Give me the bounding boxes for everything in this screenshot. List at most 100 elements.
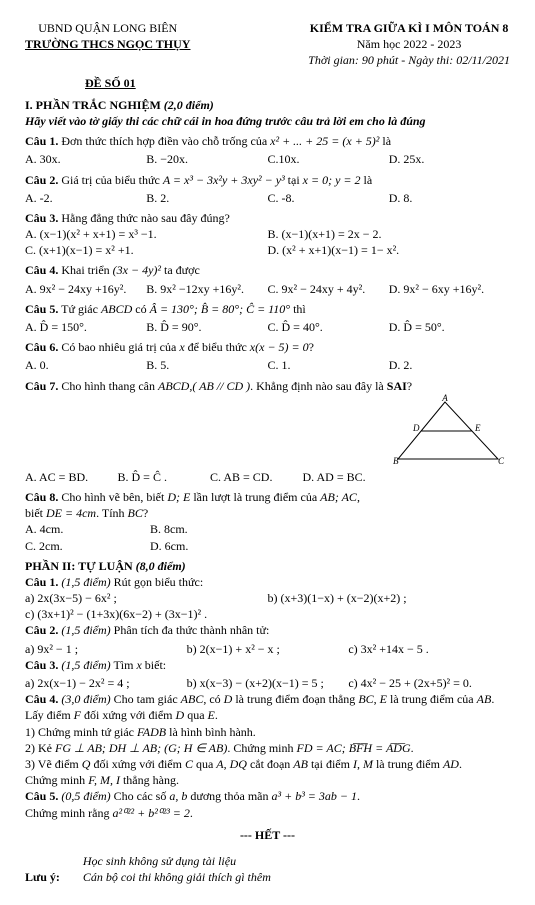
part2-title: PHẦN II: TỰ LUẬN xyxy=(25,559,136,573)
q2-tail: là xyxy=(361,173,373,187)
tl5-l2b: . xyxy=(190,806,193,820)
q3-row1: A. (x−1)(x² + x+1) = x³ −1. B. (x−1)(x+1… xyxy=(25,226,510,242)
ubnd-line: UBND QUẬN LONG BIÊN xyxy=(25,20,190,36)
tl4-p3f: tại điểm xyxy=(308,757,353,771)
q6-tail: ? xyxy=(309,340,314,354)
q2-label: Câu 2. xyxy=(25,173,58,187)
tl4-t2: , có xyxy=(203,692,223,706)
tl5-line2: Chứng minh rằng a²⁰²² + b²⁰²³ = 2. xyxy=(25,805,510,821)
footer-note: Lưu ý: Học sinh không sử dụng tài liệu C… xyxy=(25,853,510,885)
q5-options: A. D̂ = 150°. B. D̂ = 90°. C. D̂ = 40°. … xyxy=(25,319,510,335)
q8-comma: , xyxy=(357,490,360,504)
question-6: Câu 6. Có bao nhiêu giá trị của x để biể… xyxy=(25,339,510,355)
q3-text: Hằng đẳng thức nào sau đây đúng? xyxy=(58,211,229,225)
tl4-dq: DQ xyxy=(230,757,247,771)
q5-opt-b: B. D̂ = 90°. xyxy=(146,319,267,335)
tl-question-1: Câu 1. (1,5 điểm) Rút gọn biểu thức: xyxy=(25,574,510,590)
q1-label: Câu 1. xyxy=(25,134,58,148)
q1-options: A. 30x. B. −20x. C.10x. D. 25x. xyxy=(25,151,510,167)
tl4-p3i: . xyxy=(459,757,462,771)
part1-instruction: Hãy viết vào tờ giấy thi các chữ cái in … xyxy=(25,113,510,129)
tl4-ab2: AB xyxy=(293,757,308,771)
q2-opt-c: C. -8. xyxy=(268,190,389,206)
q8-deval: DE = 4cm xyxy=(46,506,96,520)
question-8: Câu 8. Cho hình vẽ bên, biết D; E lần lư… xyxy=(25,489,395,505)
q7-options: A. AC = BD. B. D̂ = Ĉ . C. AB = CD. D. A… xyxy=(25,469,395,485)
q4-text: Khai triển xyxy=(58,263,112,277)
part1-heading: I. PHẦN TRẮC NGHIỆM (2,0 điểm) xyxy=(25,97,510,113)
part1-points: (2,0 điểm) xyxy=(164,98,214,112)
tl3-label: Câu 3. xyxy=(25,658,58,672)
tl-question-3: Câu 3. (1,5 điểm) Tìm x biết: xyxy=(25,657,510,673)
tl3-pts: (1,5 điểm) xyxy=(58,658,110,672)
q7-opt-d: D. AD = BC. xyxy=(303,469,396,485)
q6-expr: x(x − 5) = 0 xyxy=(250,340,309,354)
q2-options: A. -2. B. 2. C. -8. D. 8. xyxy=(25,190,510,206)
tl-question-5: Câu 5. (0,5 điểm) Cho các số a, b dương … xyxy=(25,788,510,804)
q4-opt-c: C. 9x² − 24xy + 4y². xyxy=(268,281,389,297)
triangle-figure: A B C D E xyxy=(390,394,505,469)
tl2-options: a) 9x² − 1 ; b) 2(x−1) + x² − x ; c) 3x²… xyxy=(25,641,510,657)
tl4-p1b: là hình bình hành. xyxy=(166,725,256,739)
q2-at: tại xyxy=(285,173,303,187)
tl5-label: Câu 5. xyxy=(25,789,58,803)
q4-options: A. 9x² − 24xy +16y². B. 9x² −12xy +16y².… xyxy=(25,281,510,297)
tl4-abc: ABC xyxy=(181,692,204,706)
tl4-bc: BC xyxy=(358,692,373,706)
q7-opt-c: C. AB = CD. xyxy=(210,469,303,485)
tl3-c: c) 4x² − 25 + (2x+5)² = 0. xyxy=(348,675,510,691)
tl3-tail: biết: xyxy=(142,658,166,672)
tl5-dot: . xyxy=(357,789,360,803)
tl1-row1: a) 2x(3x−5) − 6x² ; b) (x+3)(1−x) + (x−2… xyxy=(25,590,510,606)
part2-points: (8,0 điểm) xyxy=(136,559,186,573)
q2-vals: x = 0; y = 2 xyxy=(303,173,361,187)
tl4-f: F xyxy=(74,708,81,722)
tl4-p3b: đối xứng với điểm xyxy=(90,757,185,771)
tl4-label: Câu 4. xyxy=(25,692,58,706)
tl5-mid: dương thỏa mãn xyxy=(187,789,271,803)
q1-opt-b: B. −20x. xyxy=(146,151,267,167)
q1-opt-a: A. 30x. xyxy=(25,151,146,167)
tl4-t3: là trung điểm đoạn thẳng xyxy=(232,692,358,706)
q8-row2: C. 2cm. D. 6cm. xyxy=(25,538,275,554)
question-3: Câu 3. Hằng đẳng thức nào sau đây đúng? xyxy=(25,210,510,226)
q4-expr: (3x − 4y)² xyxy=(113,263,161,277)
q6-text: Có bao nhiêu giá trị của xyxy=(58,340,179,354)
q7-text: Cho hình thang cân xyxy=(58,379,158,393)
q4-opt-b: B. 9x² −12xy +16y². xyxy=(146,281,267,297)
tl1-b: b) (x+3)(1−x) + (x−2)(x+2) ; xyxy=(268,590,511,606)
q8-l2a: biết xyxy=(25,506,46,520)
tl1-pts: (1,5 điểm) xyxy=(58,575,110,589)
tl4-p1a: 1) Chứng minh tứ giác xyxy=(25,725,137,739)
q6-opt-a: A. 0. xyxy=(25,357,146,373)
q2-expr: A = x³ − 3x²y + 3xy² − y³ xyxy=(163,173,285,187)
q8-opt-a: A. 4cm. xyxy=(25,521,150,537)
q7-opt-b: B. D̂ = Ĉ . xyxy=(118,469,211,485)
tl1-label: Câu 1. xyxy=(25,575,58,589)
q8-opt-d: D. 6cm. xyxy=(150,538,275,554)
tl1-text: Rút gọn biểu thức: xyxy=(111,575,204,589)
tl2-c: c) 3x² +14x − 5 . xyxy=(348,641,510,657)
tl5-eq: a³ + b³ = 3ab − 1 xyxy=(272,789,358,803)
tl4-aa: A xyxy=(216,757,223,771)
q3-opt-d: D. (x² + x+1)(x−1) = 1− x². xyxy=(268,242,511,258)
tl4-fadb: FADB xyxy=(137,725,166,739)
q7-sai: SAI xyxy=(387,379,407,393)
tl4-m: M xyxy=(363,757,373,771)
note-line1: Học sinh không sử dụng tài liệu xyxy=(83,853,271,869)
q8-opt-b: B. 8cm. xyxy=(150,521,275,537)
q7-abcd: ABCD, xyxy=(158,379,192,393)
q1-opt-d: D. 25x. xyxy=(389,151,510,167)
question-2: Câu 2. Giá trị của biểu thức A = x³ − 3x… xyxy=(25,172,510,188)
tl4-p3l2b: thẳng hàng. xyxy=(120,773,179,787)
tl4-fmi: F, M, I xyxy=(88,773,120,787)
tl4-p3c: qua xyxy=(193,757,216,771)
tl4-part3-line2: Chứng minh F, M, I thẳng hàng. xyxy=(25,772,510,788)
exam-code: ĐỀ SỐ 01 xyxy=(85,75,510,91)
tri-label-c: C xyxy=(498,456,505,466)
q8-abac: AB; AC xyxy=(320,490,357,504)
q6-opt-d: D. 2. xyxy=(389,357,510,373)
q3-opt-b: B. (x−1)(x+1) = 2x − 2. xyxy=(268,226,511,242)
q8-text: Cho hình vẽ bên, biết xyxy=(58,490,167,504)
school-name: TRƯỜNG THCS NGỌC THỤY xyxy=(25,36,190,52)
